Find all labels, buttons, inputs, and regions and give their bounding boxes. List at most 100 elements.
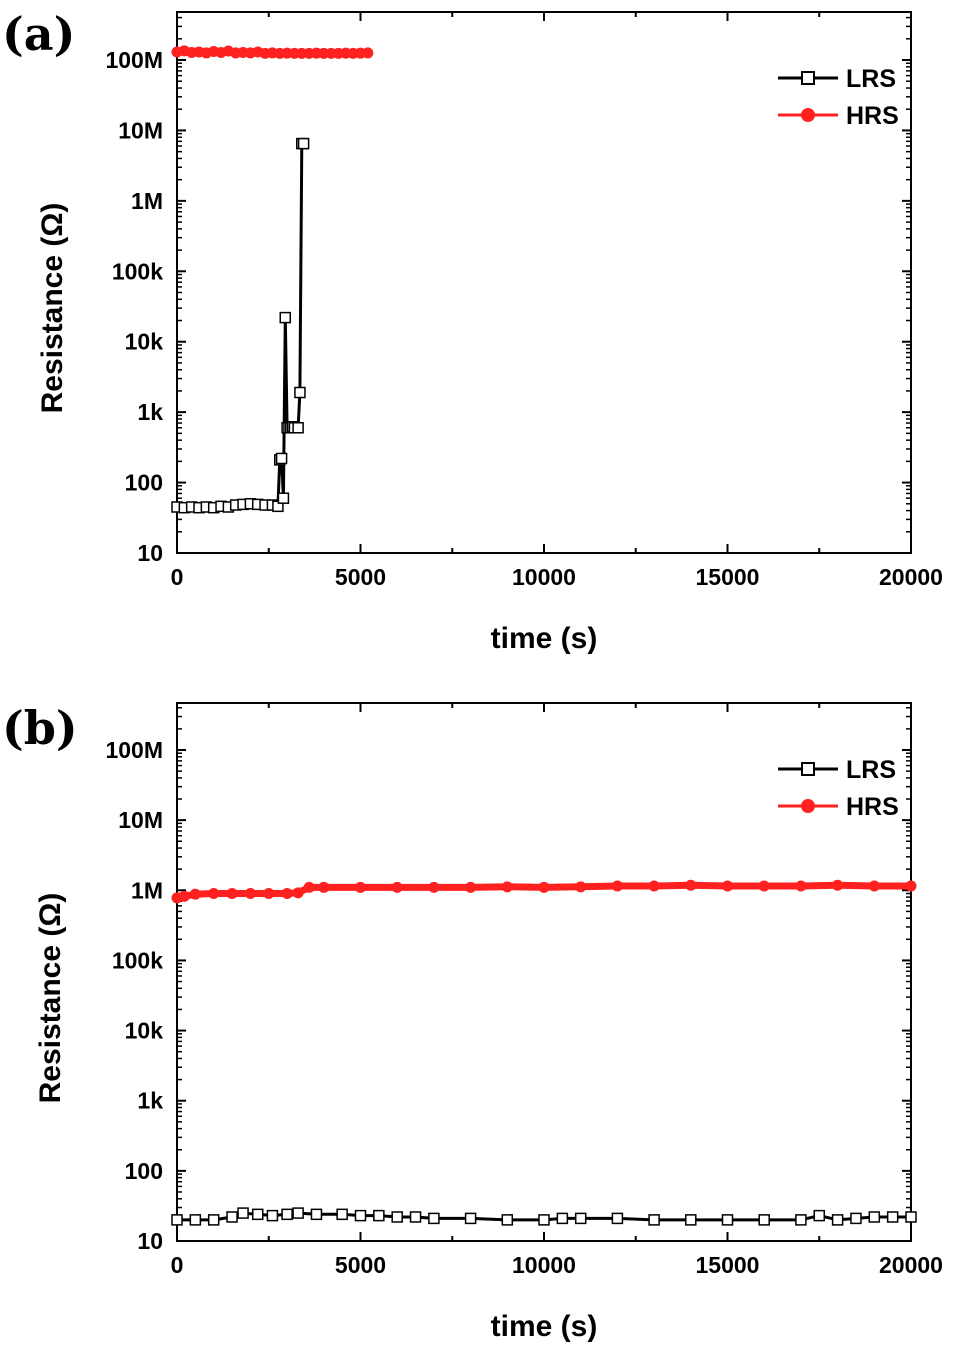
legend-label: LRS [846,65,896,93]
y-tick-label: 100 [125,470,163,496]
data-point-lrs [391,1211,403,1223]
data-point-lrs [428,1212,440,1225]
data-point-hrs [355,881,366,893]
data-point-lrs [409,1211,422,1223]
data-point-lrs [758,1214,770,1226]
data-point-lrs [310,1208,323,1221]
data-point-lrs [501,1214,514,1226]
data-point-lrs [171,1214,183,1226]
y-tick-label: 100M [105,737,163,763]
data-point-hrs [281,887,293,899]
y-tick-label: 100M [105,47,163,73]
data-point-hrs [758,880,770,892]
data-point-hrs [905,880,917,892]
data-point-lrs [279,311,292,324]
y-tick-label: 10 [137,1228,163,1254]
data-point-lrs [831,1214,844,1226]
y-tick-label: 100k [112,947,163,973]
data-point-hrs [538,881,550,893]
data-point-hrs [178,890,190,902]
y-tick-label: 1M [131,877,163,903]
data-point-lrs [297,137,310,150]
y-tick-label: 10 [137,540,163,566]
y-tick-label: 10k [125,1018,164,1044]
legend: LRS HRS [778,65,899,130]
data-point-lrs [277,492,290,504]
series-layer [171,879,917,1226]
y-tick-label: 10M [118,117,163,143]
x-tick-label: 5000 [335,564,386,590]
chart-panel-a: (a) 0 5000 10000 15000 20000 10 100 1k 10k 100k 1M… [2,7,943,655]
y-tick-label: 100 [125,1158,163,1184]
data-point-hrs [226,887,238,899]
x-tick-label: 0 [171,1252,184,1278]
data-point-lrs [237,1207,249,1219]
data-point-hrs [722,880,733,892]
panel-label: (b) [2,701,78,755]
data-point-lrs [189,1214,202,1226]
legend-marker [801,71,815,85]
data-point-lrs [886,1211,899,1223]
y-tick-label: 1k [137,1088,163,1114]
data-point-hrs [795,880,807,892]
data-point-hrs [611,880,623,892]
legend: LRS HRS [778,756,899,821]
data-point-lrs [538,1214,550,1226]
chart-panel-b: (b) 0 5000 10000 15000 20000 10 100 1k 10k 100k 1M… [2,701,943,1343]
data-point-lrs [813,1209,825,1222]
x-tick-label: 20000 [879,564,943,590]
data-point-lrs [226,1211,238,1223]
x-axis-title: time (s) [491,622,598,655]
data-point-hrs [189,888,201,900]
data-point-hrs [362,47,374,59]
data-point-hrs [244,887,256,899]
plot-frame [176,702,912,1242]
data-point-lrs [721,1214,734,1226]
x-tick-label: 15000 [696,564,760,590]
data-point-lrs [251,1208,264,1221]
legend-label: LRS [846,756,896,784]
data-point-hrs [303,881,315,893]
data-point-hrs [263,887,275,899]
data-point-lrs [611,1212,624,1225]
data-point-lrs [556,1212,569,1225]
data-point-hrs [832,879,844,891]
data-point-hrs [501,881,513,893]
data-point-lrs [292,422,304,434]
panel-label: (a) [2,7,75,61]
data-point-hrs [868,880,880,892]
data-point-lrs [207,1214,220,1226]
axis-ticks: 0 5000 10000 15000 20000 10 100 1k 10k 100k 1M 10M 1… [105,703,943,1278]
x-tick-label: 0 [171,564,184,590]
data-point-lrs [648,1214,660,1226]
data-point-lrs [373,1209,385,1222]
y-tick-label: 1k [137,399,163,425]
x-tick-label: 20000 [879,1252,943,1278]
data-point-lrs [281,1208,293,1221]
x-tick-label: 10000 [512,564,576,590]
y-axis-title: Resistance (Ω) [36,203,69,414]
data-point-hrs [648,880,660,892]
data-point-lrs [275,452,288,465]
x-axis-title: time (s) [491,1310,598,1343]
data-point-lrs [292,1207,304,1219]
y-axis-title: Resistance (Ω) [34,893,67,1104]
data-point-lrs [354,1209,367,1222]
y-tick-label: 1M [131,188,163,214]
x-tick-label: 5000 [335,1252,386,1278]
y-tick-label: 100k [112,258,163,284]
data-point-hrs [391,881,403,893]
data-point-hrs [575,881,587,893]
legend-marker [801,799,815,813]
data-point-hrs [292,887,304,899]
data-point-hrs [318,881,330,893]
legend-marker [801,108,815,122]
data-point-lrs [266,1209,279,1222]
legend-label: HRS [846,102,899,130]
axis-ticks: 0 5000 10000 15000 20000 10 100 1k 10k 100k 1M 10M 1… [105,12,943,590]
data-point-hrs [208,887,220,899]
legend-marker [801,762,815,776]
series-layer [171,45,374,514]
data-point-lrs [685,1214,697,1226]
